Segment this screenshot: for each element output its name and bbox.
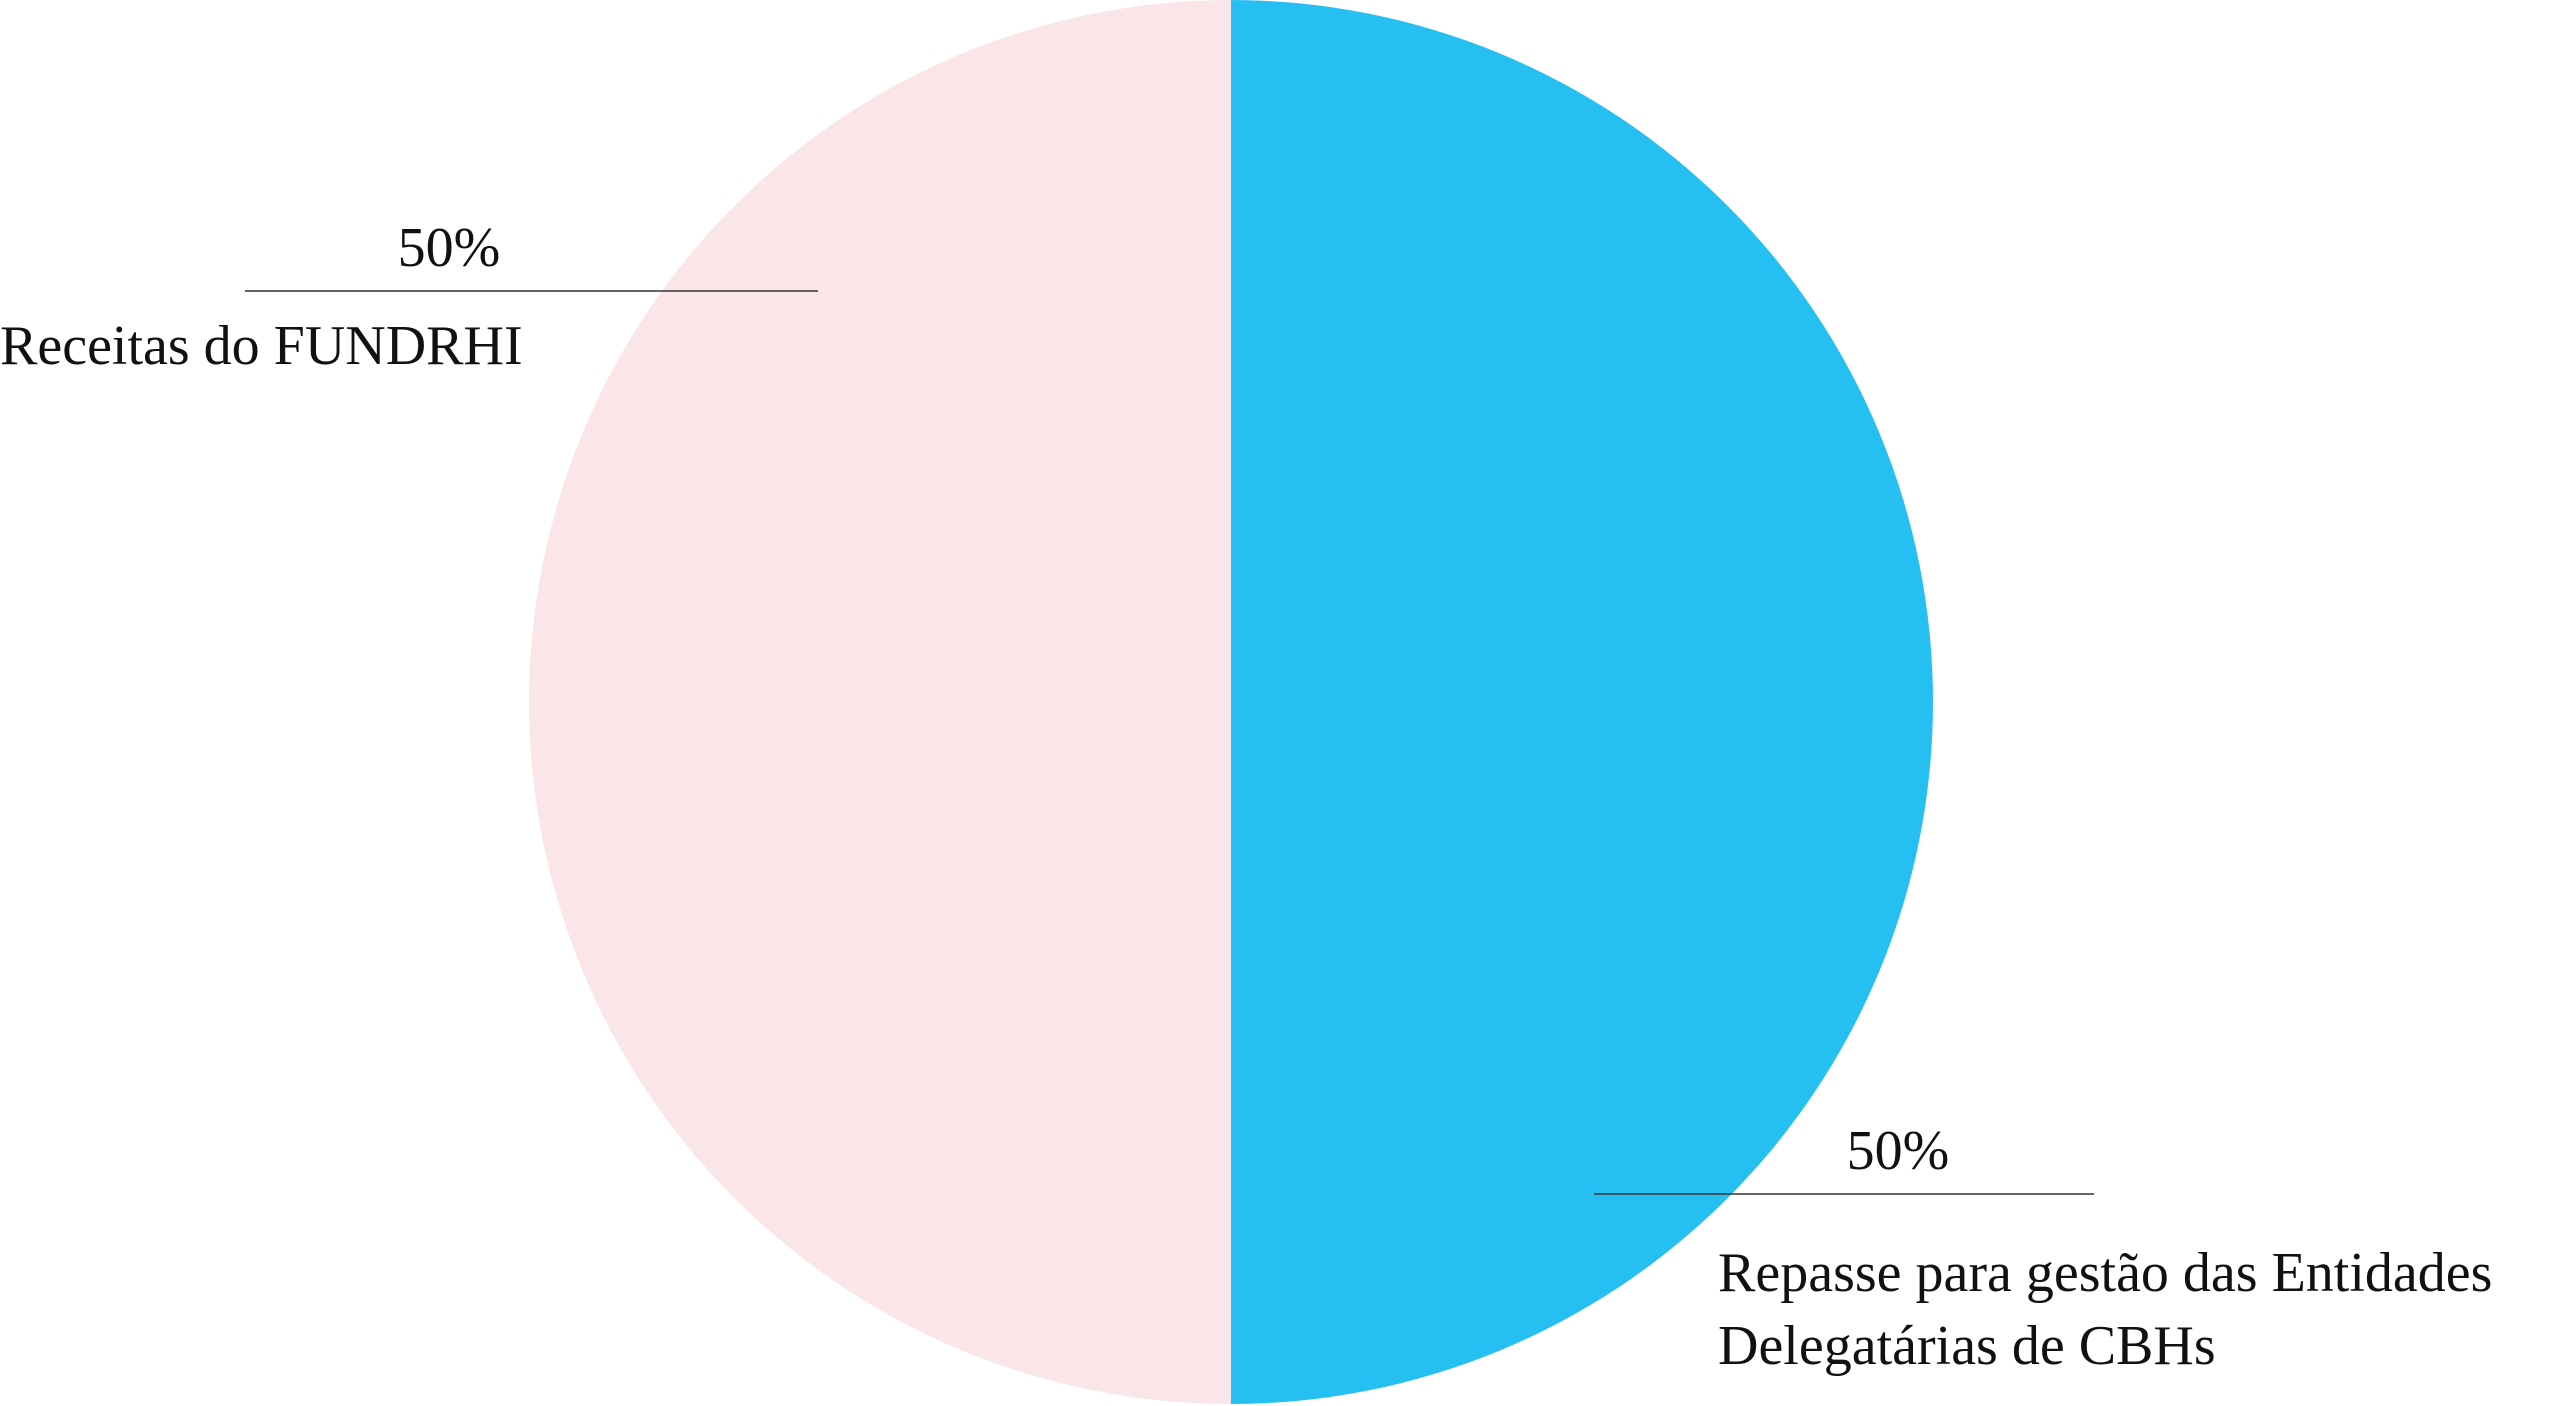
- value-label: 50%: [1846, 1120, 1950, 1182]
- pie-slice: [1231, 0, 1933, 1404]
- category-label: Receitas do FUNDRHI: [0, 315, 523, 377]
- pie-slice: [529, 0, 1231, 1404]
- category-label: Repasse para gestão das Entidades Delega…: [1718, 1242, 2493, 1377]
- value-label: 50%: [397, 217, 501, 279]
